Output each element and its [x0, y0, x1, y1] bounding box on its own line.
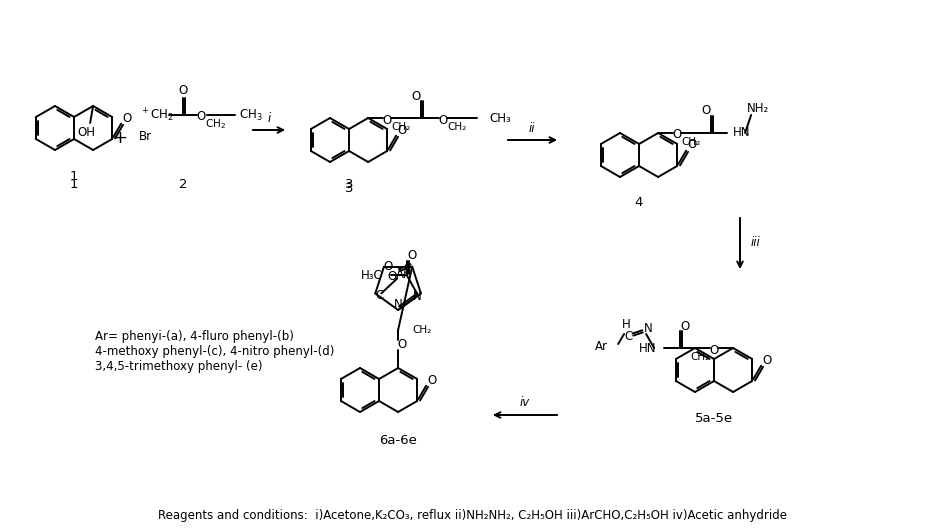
Text: Ar: Ar [396, 268, 409, 281]
Text: O: O [411, 89, 420, 103]
Text: 3: 3 [345, 179, 353, 192]
Text: N: N [643, 321, 651, 335]
Text: 5a-5e: 5a-5e [694, 411, 733, 425]
Text: CH₂: CH₂ [412, 325, 430, 335]
Text: O: O [700, 104, 710, 118]
Text: ii: ii [529, 121, 534, 135]
Text: O: O [178, 85, 188, 97]
Text: iii: iii [750, 237, 759, 250]
Text: 4: 4 [634, 195, 643, 209]
Text: Ar= phenyi-(a), 4-fluro phenyl-(b)
4-methoxy phenyl-(c), 4-nitro phenyl-(d)
3,4,: Ar= phenyi-(a), 4-fluro phenyl-(b) 4-met… [95, 330, 334, 373]
Text: iv: iv [519, 396, 530, 410]
Text: O: O [387, 270, 396, 283]
Text: O: O [397, 338, 406, 352]
Text: Reagents and conditions:  i)Acetone,K₂CO₃, reflux ii)NH₂NH₂, C₂H₅OH iii)ArCHO,C₂: Reagents and conditions: i)Acetone,K₂CO₃… [158, 510, 785, 522]
Text: 3: 3 [345, 181, 353, 195]
Text: O: O [687, 138, 696, 152]
Text: 1: 1 [70, 170, 78, 182]
Text: O: O [672, 129, 681, 142]
Text: CH$_3$: CH$_3$ [239, 107, 262, 122]
Text: O: O [438, 113, 447, 127]
Text: CH₂: CH₂ [391, 122, 411, 132]
Text: C: C [375, 289, 383, 302]
Text: H: H [621, 318, 630, 330]
Text: CH₂: CH₂ [690, 352, 709, 362]
Text: N: N [394, 297, 402, 311]
Text: i: i [267, 112, 270, 124]
Text: O: O [762, 353, 771, 367]
Text: Br: Br [138, 130, 151, 144]
Text: +: + [112, 129, 127, 147]
Text: 1: 1 [70, 179, 78, 192]
Text: O: O [196, 111, 206, 123]
Text: O: O [427, 373, 436, 387]
Text: Ar: Ar [595, 340, 607, 353]
Text: HN: HN [638, 342, 655, 354]
Text: CH$_2$: CH$_2$ [204, 117, 226, 131]
Text: O: O [123, 112, 131, 124]
Text: O: O [680, 320, 689, 332]
Text: 2: 2 [178, 179, 187, 192]
Text: $^+$CH$_2$: $^+$CH$_2$ [140, 106, 174, 124]
Text: O: O [397, 123, 406, 137]
Text: CH₂: CH₂ [447, 122, 466, 132]
Text: HN: HN [733, 127, 750, 139]
Text: OH: OH [77, 126, 95, 138]
Text: O: O [383, 260, 392, 273]
Text: CH₃: CH₃ [489, 112, 511, 124]
Text: H₃C: H₃C [361, 269, 382, 282]
Text: C: C [623, 329, 632, 343]
Text: 6a-6e: 6a-6e [379, 434, 416, 446]
Text: C: C [403, 262, 411, 275]
Text: NH₂: NH₂ [746, 103, 768, 115]
Text: O: O [407, 249, 416, 262]
Text: O: O [709, 344, 718, 356]
Text: CH₂: CH₂ [681, 137, 700, 147]
Text: O: O [382, 113, 392, 127]
Text: N: N [413, 290, 421, 303]
